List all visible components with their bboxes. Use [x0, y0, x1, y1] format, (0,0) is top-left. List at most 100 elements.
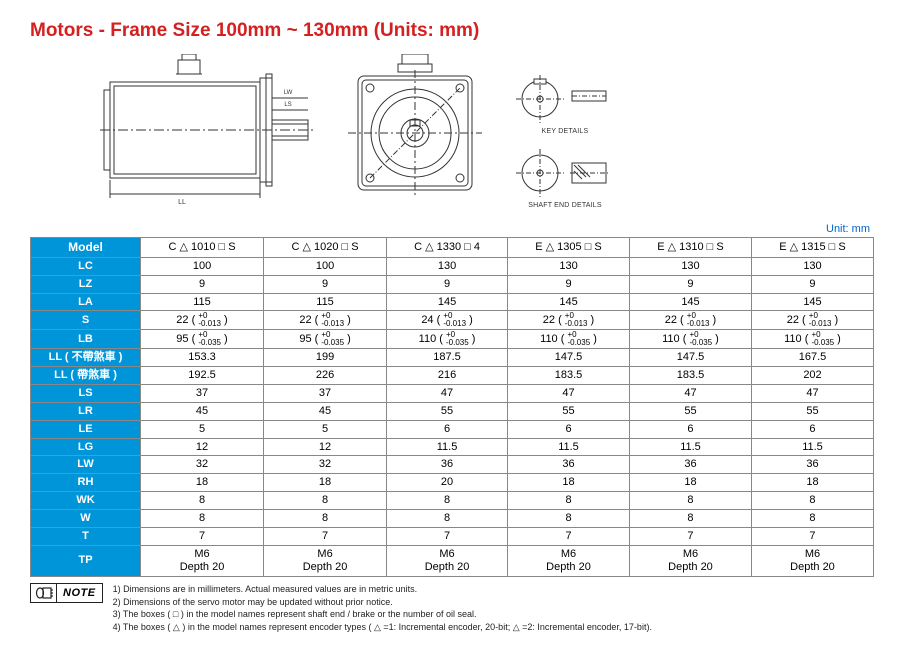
table-row: LC100100130130130130: [31, 257, 874, 275]
motor-front-svg: [340, 54, 490, 209]
cell: 5: [264, 420, 387, 438]
diagram-side-view: LL LS LW: [90, 54, 320, 209]
cell: 9: [141, 275, 264, 293]
row-label: LB: [31, 330, 141, 349]
cell: M6Depth 20: [751, 545, 873, 576]
note-section: NOTE 1) Dimensions are in millimeters. A…: [30, 583, 874, 633]
row-label: LS: [31, 385, 141, 403]
cell: 18: [630, 474, 752, 492]
cell: 7: [264, 527, 387, 545]
cell: 130: [751, 257, 873, 275]
row-label: LZ: [31, 275, 141, 293]
cell: 147.5: [630, 349, 752, 367]
cell: 24 ( +0-0.013 ): [387, 311, 508, 330]
cell: 145: [387, 293, 508, 311]
cell: 110 ( +0-0.035 ): [630, 330, 752, 349]
cell: 130: [630, 257, 752, 275]
row-label: T: [31, 527, 141, 545]
row-label: LE: [31, 420, 141, 438]
cell: 11.5: [630, 438, 752, 456]
row-label: LW: [31, 456, 141, 474]
cell: 202: [751, 367, 873, 385]
cell: 8: [508, 509, 630, 527]
cell: M6Depth 20: [508, 545, 630, 576]
diagrams-row: LL LS LW: [30, 54, 874, 209]
cell: 9: [387, 275, 508, 293]
cell: 18: [508, 474, 630, 492]
model-3: E △ 1305 □ S: [508, 238, 630, 258]
cell: 100: [141, 257, 264, 275]
note-4: 4) The boxes ( △ ) in the model names re…: [113, 621, 652, 634]
cell: 95 ( +0-0.035 ): [264, 330, 387, 349]
table-row: RH181820181818: [31, 474, 874, 492]
cell: 37: [141, 385, 264, 403]
cell: 110 ( +0-0.035 ): [387, 330, 508, 349]
cell: 8: [751, 492, 873, 510]
row-label: LC: [31, 257, 141, 275]
table-row: LS373747474747: [31, 385, 874, 403]
row-label: RH: [31, 474, 141, 492]
cell: 7: [141, 527, 264, 545]
cell: 115: [264, 293, 387, 311]
cell: 9: [630, 275, 752, 293]
svg-text:LS: LS: [284, 102, 291, 108]
table-row: T777777: [31, 527, 874, 545]
cell: 12: [141, 438, 264, 456]
cell: 12: [264, 438, 387, 456]
row-label: LL ( 不帶煞車 ): [31, 349, 141, 367]
cell: 110 ( +0-0.035 ): [508, 330, 630, 349]
row-label: WK: [31, 492, 141, 510]
note-1: 1) Dimensions are in millimeters. Actual…: [113, 583, 652, 596]
cell: M6Depth 20: [141, 545, 264, 576]
spec-table: Model C △ 1010 □ S C △ 1020 □ S C △ 1330…: [30, 237, 874, 577]
cell: 32: [141, 456, 264, 474]
table-row: S22 ( +0-0.013 )22 ( +0-0.013 )24 ( +0-0…: [31, 311, 874, 330]
row-label: LR: [31, 402, 141, 420]
table-row: WK888888: [31, 492, 874, 510]
cell: 36: [508, 456, 630, 474]
cell: 9: [508, 275, 630, 293]
cell: 22 ( +0-0.013 ): [264, 311, 387, 330]
cell: 8: [141, 492, 264, 510]
row-label: LA: [31, 293, 141, 311]
table-row: LB95 ( +0-0.035 )95 ( +0-0.035 )110 ( +0…: [31, 330, 874, 349]
table-header-row: Model C △ 1010 □ S C △ 1020 □ S C △ 1330…: [31, 238, 874, 258]
cell: 8: [264, 509, 387, 527]
cell: 47: [508, 385, 630, 403]
table-row: LR454555555555: [31, 402, 874, 420]
table-row: LE556666: [31, 420, 874, 438]
svg-text:LW: LW: [284, 90, 293, 96]
cell: 47: [630, 385, 752, 403]
cell: 55: [387, 402, 508, 420]
cell: 55: [751, 402, 873, 420]
cell: 8: [630, 509, 752, 527]
cell: 6: [751, 420, 873, 438]
key-details-label: KEY DETAILS: [542, 128, 589, 135]
table-row: LA115115145145145145: [31, 293, 874, 311]
cell: 8: [387, 509, 508, 527]
cell: 145: [751, 293, 873, 311]
cell: 22 ( +0-0.013 ): [630, 311, 752, 330]
table-row: LW323236363636: [31, 456, 874, 474]
cell: 183.5: [630, 367, 752, 385]
cell: 153.3: [141, 349, 264, 367]
cell: 9: [751, 275, 873, 293]
cell: 6: [630, 420, 752, 438]
cell: 8: [387, 492, 508, 510]
model-2: C △ 1330 □ 4: [387, 238, 508, 258]
model-0: C △ 1010 □ S: [141, 238, 264, 258]
notes-list: 1) Dimensions are in millimeters. Actual…: [113, 583, 652, 633]
cell: 100: [264, 257, 387, 275]
cell: 7: [751, 527, 873, 545]
note-3: 3) The boxes ( □ ) in the model names re…: [113, 608, 652, 621]
cell: 8: [508, 492, 630, 510]
cell: 11.5: [387, 438, 508, 456]
cell: 147.5: [508, 349, 630, 367]
cell: 110 ( +0-0.035 ): [751, 330, 873, 349]
cell: 37: [264, 385, 387, 403]
cell: 36: [630, 456, 752, 474]
cell: 145: [508, 293, 630, 311]
key-detail-svg: [510, 71, 620, 126]
cell: 8: [630, 492, 752, 510]
cell: 45: [264, 402, 387, 420]
